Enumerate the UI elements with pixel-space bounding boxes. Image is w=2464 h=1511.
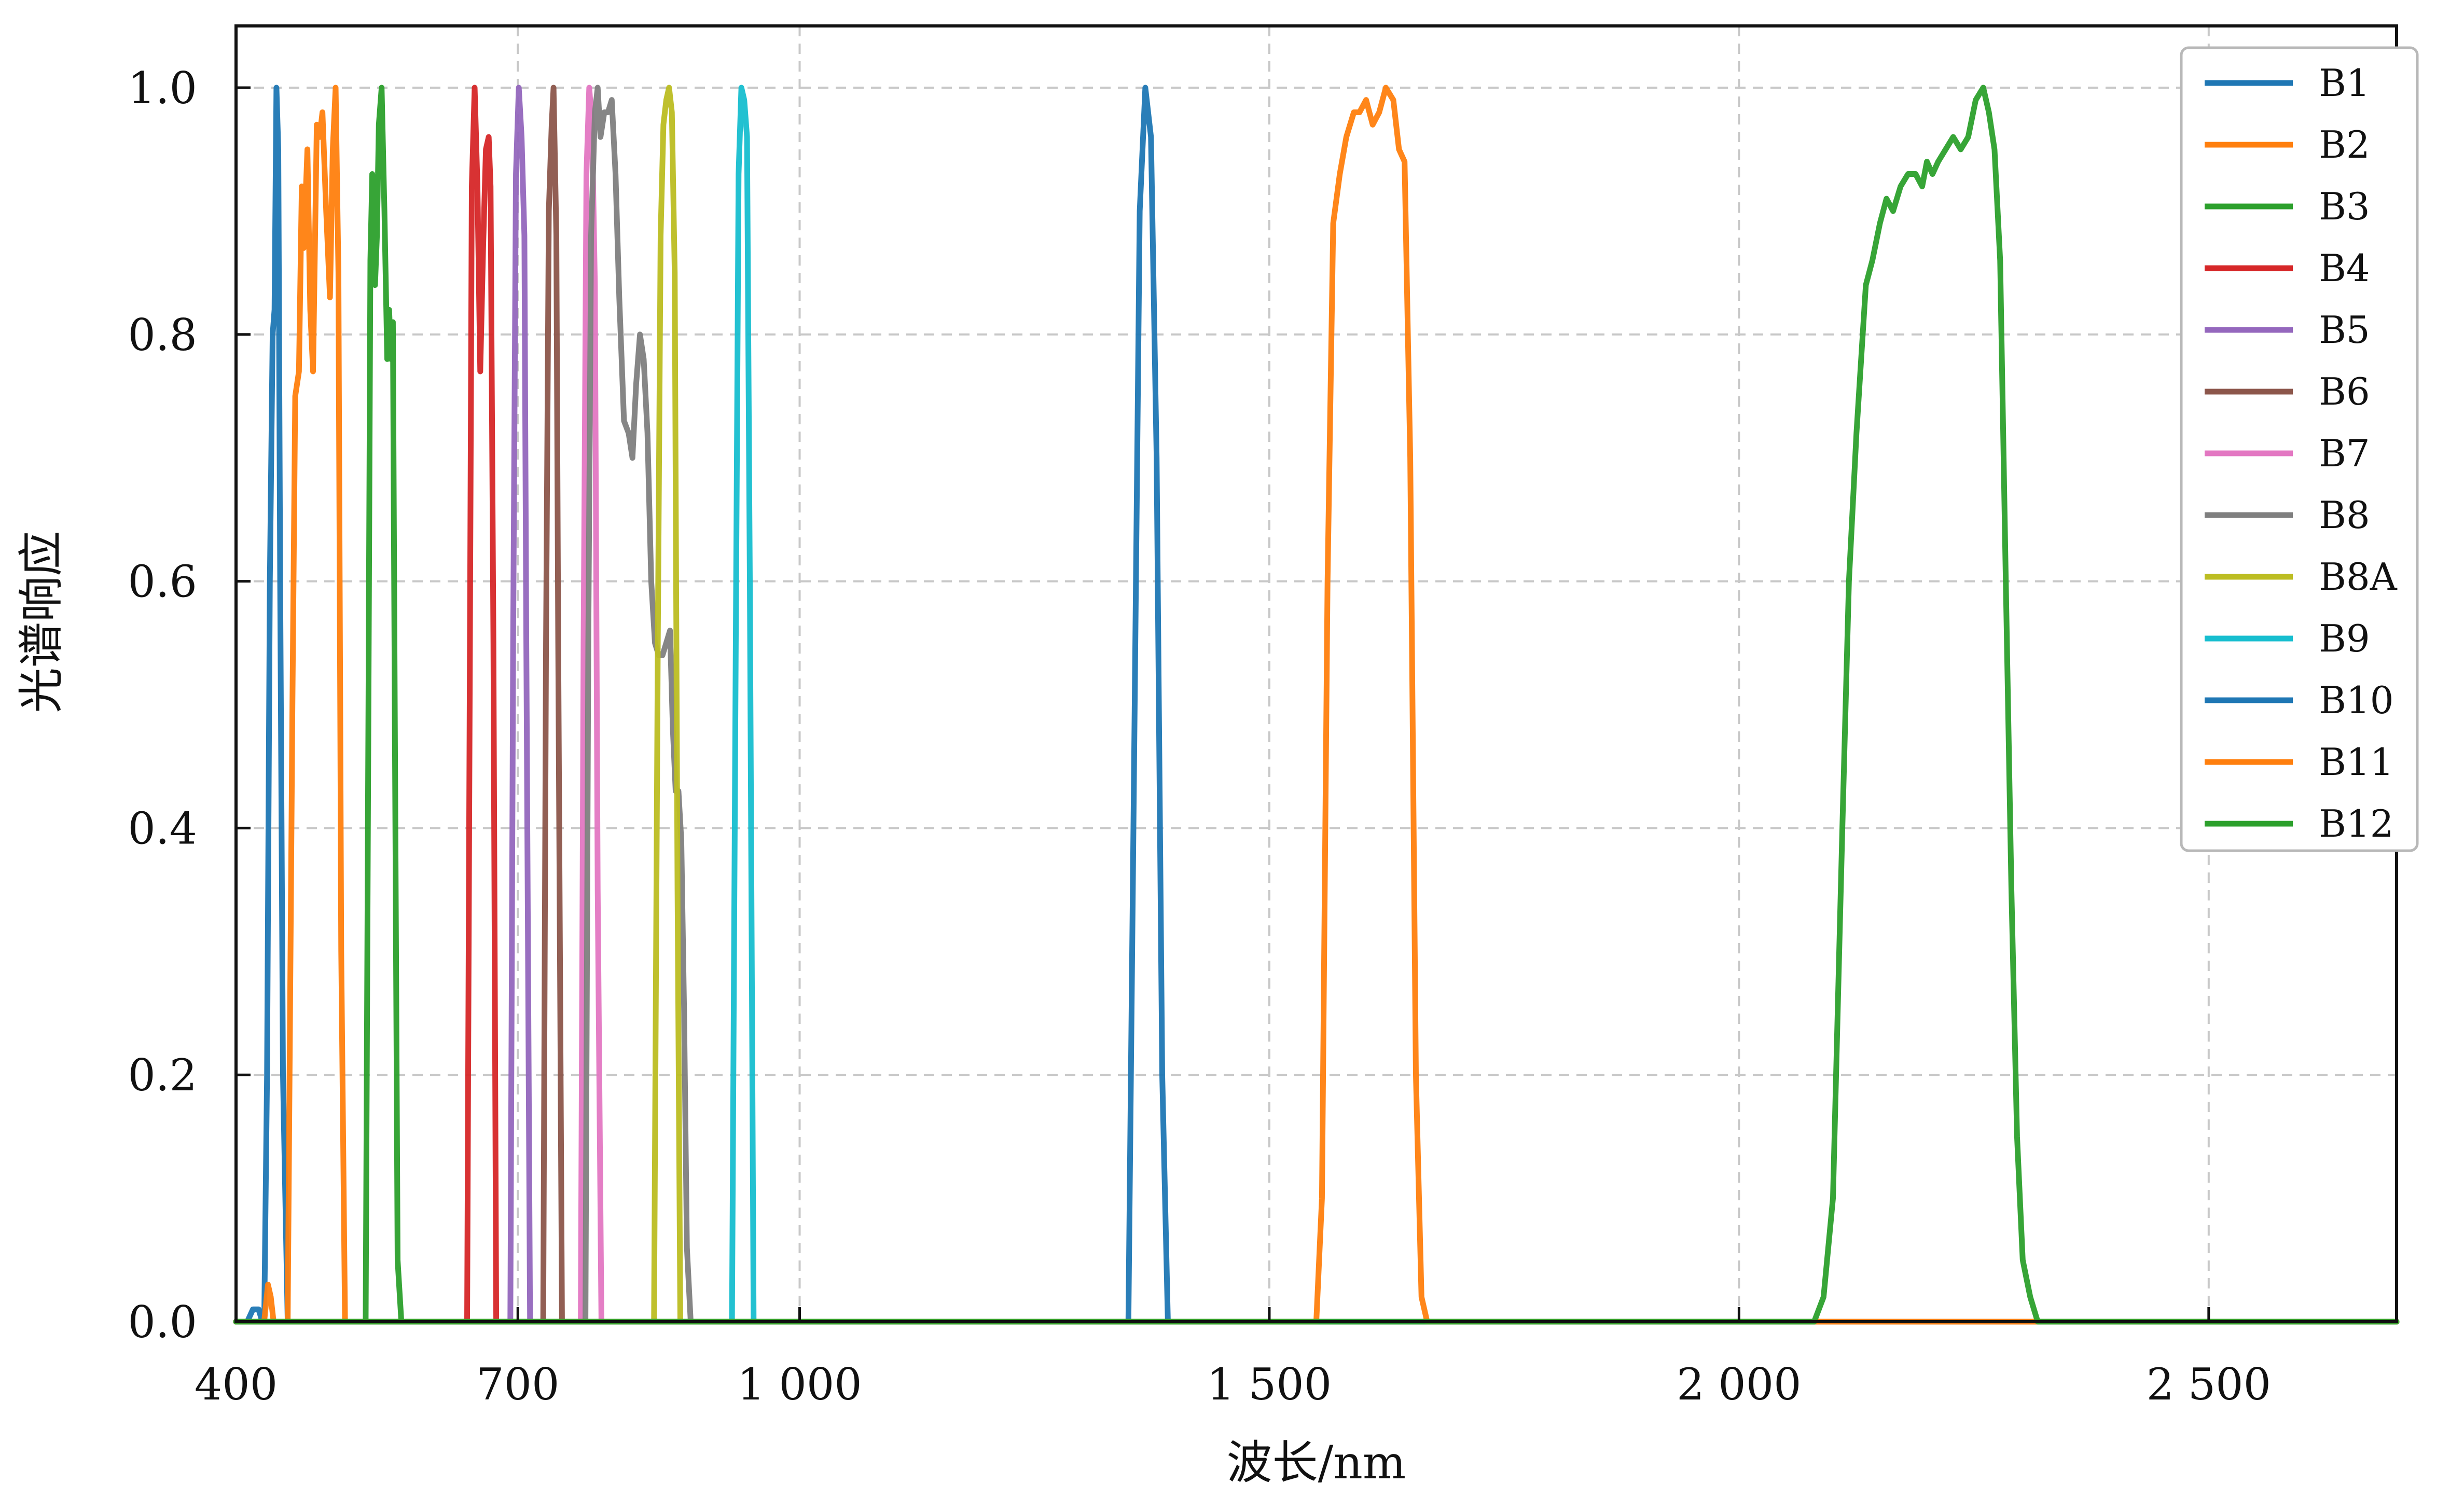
series-line-b9: [233, 85, 2400, 1325]
y-tick-label: 0.2: [128, 1050, 197, 1101]
series-line-b11: [233, 85, 2400, 1325]
y-tick-label: 0.8: [128, 310, 197, 361]
legend-label-b3: B3: [2319, 185, 2370, 228]
legend-label-b2: B2: [2319, 123, 2370, 167]
x-tick-label: 2 500: [2147, 1359, 2271, 1410]
y-tick-label: 0.4: [128, 803, 197, 854]
series-line-b8a: [233, 85, 2400, 1325]
legend-label-b8a: B8A: [2319, 555, 2398, 599]
legend-label-b4: B4: [2319, 246, 2370, 290]
y-tick-label: 0.6: [128, 557, 197, 607]
legend-box: [2180, 46, 2419, 852]
legend-label-b6: B6: [2319, 370, 2370, 413]
series-line-b5: [233, 85, 2400, 1325]
legend-label-b10: B10: [2319, 678, 2394, 722]
legend-label-b9: B9: [2319, 617, 2370, 660]
series-line-b12: [233, 85, 2400, 1325]
series-line-b3: [233, 85, 2400, 1325]
x-tick-label: 1 500: [1207, 1359, 1332, 1410]
x-axis-label: 波长/nm: [1227, 1436, 1406, 1489]
legend-label-b5: B5: [2319, 308, 2370, 352]
y-tick-label: 0.0: [128, 1297, 197, 1348]
series-line-b1: [233, 85, 2400, 1325]
legend-label-b1: B1: [2319, 61, 2370, 105]
series-line-b4: [233, 85, 2400, 1325]
x-tick-label: 2 000: [1677, 1359, 1801, 1410]
legend-label-b12: B12: [2319, 802, 2394, 845]
series-line-b7: [233, 85, 2400, 1325]
x-tick-label: 700: [476, 1359, 559, 1410]
legend-label-b7: B7: [2319, 432, 2370, 475]
y-tick-label: 1.0: [128, 63, 197, 114]
legend-label-b11: B11: [2319, 740, 2394, 784]
series-line-b6: [233, 85, 2400, 1325]
y-axis-label: 光谱响应: [15, 531, 68, 713]
x-tick-label: 400: [195, 1359, 278, 1410]
legend: B1 B2 B3 B4 B5 B6 B7 B8 B8A B9 B10 B11 B12: [2180, 46, 2419, 852]
series-line-b10: [233, 85, 2400, 1325]
x-tick-label: 1 000: [737, 1359, 862, 1410]
legend-label-b8: B8: [2319, 493, 2370, 537]
axis-ticks: 400 700 1 000 1 500 2 000 2 500 0.0 0.2 0.4 0.6 0.…: [128, 63, 2271, 1410]
